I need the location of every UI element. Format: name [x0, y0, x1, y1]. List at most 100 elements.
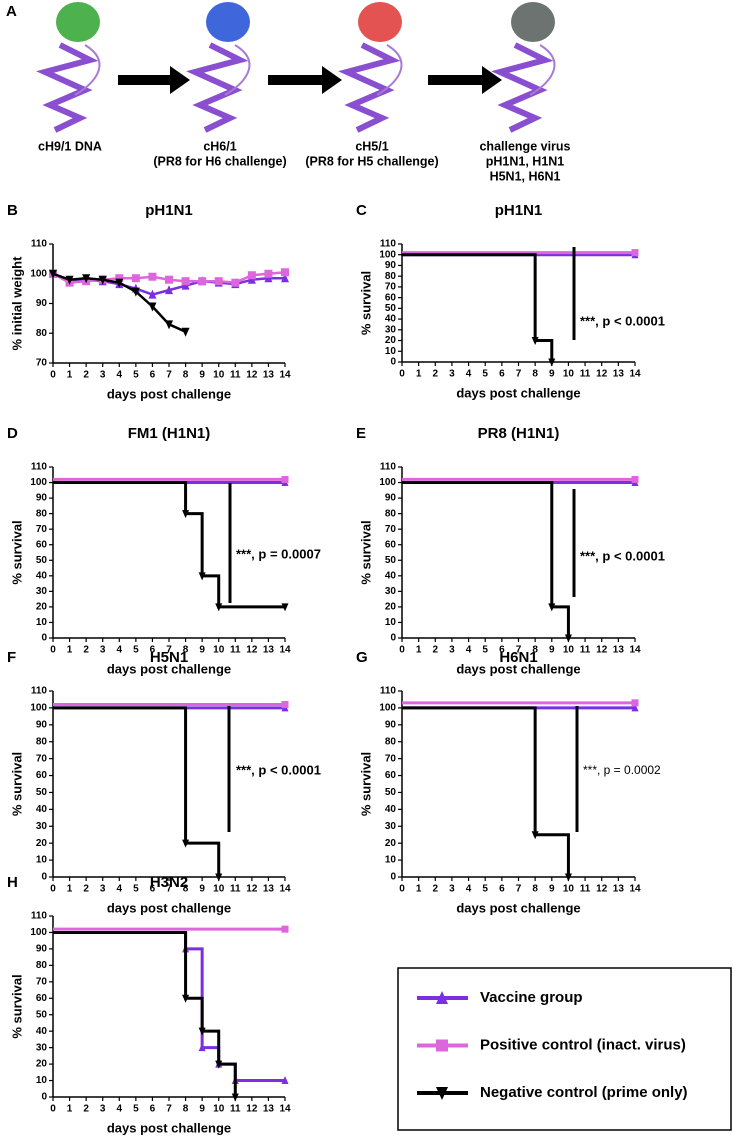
y-tick-label: 110 [31, 239, 48, 250]
x-tick-label: 5 [482, 369, 488, 380]
chart-title: PR8 (H1N1) [478, 425, 560, 442]
x-tick-label: 6 [499, 884, 505, 895]
marker [198, 572, 206, 581]
x-tick-label: 1 [67, 884, 73, 895]
x-tick-label: 6 [150, 370, 156, 381]
y-tick-label: 0 [41, 872, 47, 883]
y-tick-label: 40 [36, 1026, 48, 1037]
x-tick-label: 11 [580, 884, 591, 895]
x-tick-label: 14 [629, 645, 641, 656]
y-tick-label: 110 [31, 462, 48, 473]
chart-title: H6N1 [499, 649, 537, 666]
y-tick-label: 30 [385, 586, 397, 597]
x-tick-label: 4 [117, 370, 123, 381]
panel-letter: E [356, 425, 366, 442]
marker [181, 327, 190, 337]
panel-letter: D [7, 425, 18, 442]
x-tick-label: 10 [213, 645, 225, 656]
x-tick-label: 8 [183, 884, 189, 895]
x-tick-label: 10 [213, 884, 225, 895]
x-tick-label: 6 [150, 645, 156, 656]
y-tick-label: 0 [41, 1092, 47, 1103]
y-tick-label: 70 [385, 524, 397, 535]
y-tick-label: 60 [36, 993, 48, 1004]
x-tick-label: 13 [613, 884, 625, 895]
y-tick-label: 90 [385, 719, 397, 730]
x-tick-label: 11 [230, 645, 241, 656]
x-tick-label: 1 [416, 645, 422, 656]
y-tick-label: 80 [36, 736, 48, 747]
x-tick-label: 2 [433, 884, 439, 895]
marker [115, 274, 124, 283]
y-tick-label: 10 [36, 855, 48, 866]
marker [231, 1093, 239, 1102]
marker [247, 271, 256, 280]
x-tick-label: 4 [117, 645, 123, 656]
marker [631, 249, 639, 257]
x-tick-label: 12 [596, 369, 608, 380]
y-tick-label: 50 [36, 1009, 48, 1020]
y-tick-label: 80 [36, 508, 48, 519]
survival-curve [53, 930, 237, 1097]
marker [115, 278, 124, 288]
x-tick-label: 11 [580, 369, 591, 380]
x-tick-label: 2 [83, 1104, 89, 1115]
x-tick-label: 10 [213, 1104, 225, 1115]
panel-letter: G [356, 649, 368, 666]
annotation: ***, p < 0.0001 [580, 313, 665, 328]
x-tick-label: 2 [433, 369, 439, 380]
y-axis-label: % survival [358, 752, 373, 816]
x-tick-label: 8 [532, 884, 538, 895]
y-tick-label: 70 [36, 753, 48, 764]
x-tick-label: 3 [449, 884, 455, 895]
panel-letter: A [6, 3, 17, 20]
marker [198, 1027, 206, 1036]
x-tick-label: 3 [100, 884, 106, 895]
x-tick-label: 13 [263, 370, 275, 381]
marker [214, 277, 223, 286]
marker [631, 475, 639, 483]
x-tick-label: 1 [67, 1104, 73, 1115]
x-tick-label: 4 [466, 369, 472, 380]
y-axis-label: % survival [358, 271, 373, 335]
x-tick-label: 11 [230, 884, 241, 895]
marker [215, 873, 223, 882]
y-tick-label: 50 [36, 787, 48, 798]
panel-letter: C [356, 202, 367, 219]
marker [148, 302, 157, 312]
marker [631, 703, 639, 712]
x-tick-label: 3 [100, 370, 106, 381]
marker [181, 277, 190, 286]
marker [264, 269, 273, 278]
y-tick-label: 70 [385, 753, 397, 764]
x-tick-label: 11 [230, 1104, 241, 1115]
y-tick-label: 60 [385, 770, 397, 781]
survival-curve [402, 481, 570, 638]
caption: cH5/1 [355, 139, 388, 153]
x-tick-label: 9 [199, 370, 205, 381]
x-tick-label: 2 [433, 645, 439, 656]
y-tick-label: 0 [390, 633, 396, 644]
x-tick-label: 5 [133, 884, 139, 895]
marker [436, 991, 448, 1004]
y-tick-label: 20 [385, 602, 397, 613]
x-tick-label: 0 [399, 369, 405, 380]
x-tick-label: 9 [549, 369, 555, 380]
x-tick-label: 5 [133, 370, 139, 381]
x-tick-label: 9 [199, 1104, 205, 1115]
x-tick-label: 3 [100, 1104, 106, 1115]
caption: cH6/1 [203, 139, 236, 153]
y-tick-label: 30 [36, 821, 48, 832]
x-tick-label: 14 [279, 645, 291, 656]
x-tick-label: 0 [399, 645, 405, 656]
y-tick-label: 70 [36, 976, 48, 987]
survival-curve [53, 481, 285, 609]
x-tick-label: 8 [532, 645, 538, 656]
x-tick-label: 2 [83, 884, 89, 895]
y-axis-label: % survival [9, 520, 24, 584]
y-tick-label: 60 [385, 292, 397, 303]
x-tick-label: 10 [563, 369, 575, 380]
y-tick-label: 70 [36, 358, 48, 369]
